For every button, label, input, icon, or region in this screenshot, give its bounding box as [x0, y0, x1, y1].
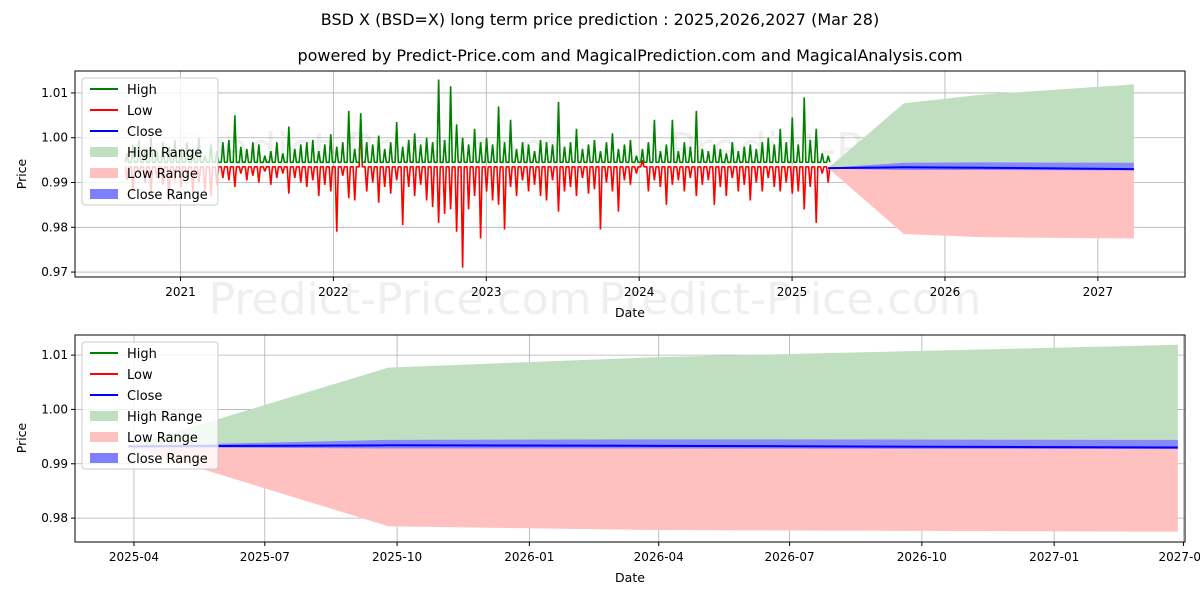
bottom-xlabel: Date [615, 570, 645, 585]
axes-frame [74, 70, 1186, 278]
watermark: Predict-Price.com [209, 274, 592, 325]
legend-label-close-range: Close Range [127, 452, 208, 467]
x-tick-label: 2025-07 [240, 550, 290, 564]
legend-label-high: High [127, 347, 157, 362]
bottom-chart: 2025-04 2025-07 2025-10 2026-01 2026-04 2026-… [41, 334, 1200, 564]
high-range-area [828, 84, 1134, 170]
legend-label-close: Close [127, 125, 162, 140]
x-tick-label: 2027-01 [1029, 550, 1079, 564]
low-range-area [828, 167, 1134, 239]
x-tick-label: 2027-04 [1158, 550, 1200, 564]
legend-label-low-range: Low Range [127, 167, 198, 182]
top-chart: 2021 2022 2023 2024 2025 2026 2027 0.97 0.98 0.99… [41, 70, 1186, 325]
y-tick-label: 1.01 [41, 86, 68, 100]
axes-frame [74, 334, 1186, 543]
high-range-area [128, 344, 1178, 448]
legend: High Low Close High Range Low Range Close Ran… [81, 77, 219, 206]
x-tick-label: 2021 [165, 285, 196, 299]
chart-title: BSD X (BSD=X) long term price prediction… [321, 10, 879, 29]
y-tick-label: 1.00 [41, 131, 68, 145]
legend-label-high-range: High Range [127, 410, 202, 425]
legend-label-high: High [127, 83, 157, 98]
x-tick-label: 2026-01 [504, 550, 554, 564]
legend-label-low: Low [127, 368, 153, 383]
top-ylabel: Price [14, 158, 29, 189]
legend-label-high-range: High Range [127, 146, 202, 161]
y-tick-label: 1.00 [41, 402, 68, 416]
x-tick-label: 2026-07 [765, 550, 815, 564]
x-tick-label: 2025-10 [372, 550, 422, 564]
low-range-area [128, 445, 1178, 532]
low-line [124, 126, 831, 268]
legend-swatch-high-range [90, 147, 118, 157]
y-tick-label: 0.98 [41, 511, 68, 525]
high-line [124, 79, 831, 164]
y-tick-label: 0.99 [41, 457, 68, 471]
x-tick-label: 2022 [318, 285, 349, 299]
top-xlabel: Date [615, 305, 645, 320]
legend-swatch-low-range [90, 432, 118, 442]
x-tick-label: 2026-10 [897, 550, 947, 564]
y-tick-label: 1.01 [41, 348, 68, 362]
x-tick-label: 2025-04 [109, 550, 159, 564]
y-tick-label: 0.97 [41, 265, 68, 279]
legend-label-low-range: Low Range [127, 431, 198, 446]
legend-swatch-close-range [90, 453, 118, 463]
x-tick-label: 2026 [930, 285, 961, 299]
x-tick-label: 2027 [1083, 285, 1114, 299]
legend-swatch-close-range [90, 189, 118, 199]
bottom-ylabel: Price [14, 422, 29, 453]
x-tick-label: 2026-04 [634, 550, 684, 564]
y-tick-label: 0.98 [41, 220, 68, 234]
legend-label-close: Close [127, 389, 162, 404]
x-tick-label: 2024 [624, 285, 655, 299]
y-tick-label: 0.99 [41, 176, 68, 190]
x-tick-label: 2023 [471, 285, 502, 299]
legend-label-low: Low [127, 104, 153, 119]
legend: High Low Close High Range Low Range Close Ran… [81, 341, 219, 470]
x-tick-label: 2025 [777, 285, 808, 299]
legend-swatch-low-range [90, 168, 118, 178]
chart-subtitle: powered by Predict-Price.com and Magical… [297, 46, 962, 65]
close-line [828, 166, 1134, 171]
legend-swatch-high-range [90, 411, 118, 421]
legend-label-close-range: Close Range [127, 188, 208, 203]
watermark: Predict-Price.com [599, 274, 982, 325]
close-line [128, 444, 1178, 449]
